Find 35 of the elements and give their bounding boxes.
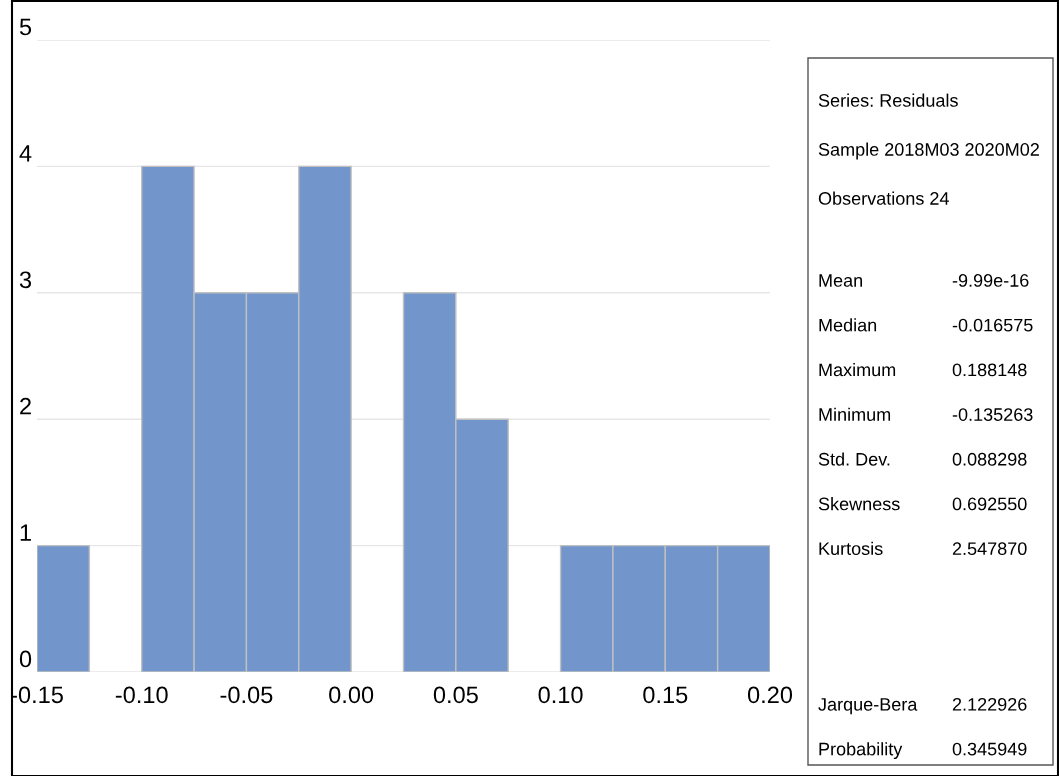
text: Jarque-Bera bbox=[818, 698, 918, 715]
text: -0.135263 bbox=[952, 408, 1033, 421]
text: 0.692550 bbox=[952, 497, 1027, 511]
text: -0.016575 bbox=[952, 318, 1033, 332]
y-tick-label: 3 bbox=[19, 271, 32, 289]
x-tick-label: -0.05 bbox=[220, 686, 273, 704]
text: Sample 2018M03 2020M02 bbox=[818, 142, 1039, 160]
x-tick-label: -0.10 bbox=[115, 686, 168, 704]
x-tick-label: 0.20 bbox=[747, 686, 793, 704]
text: Mean bbox=[819, 274, 862, 287]
text: Skewness bbox=[818, 497, 900, 511]
text: Series: Residuals bbox=[818, 93, 958, 107]
text: 0.088298 bbox=[952, 452, 1027, 466]
y-tick-label: 1 bbox=[20, 524, 31, 541]
text: 0.188148 bbox=[952, 363, 1027, 377]
x-tick-label: 0.05 bbox=[433, 686, 478, 704]
text: Kurtosis bbox=[819, 541, 883, 556]
x-tick-label: -0.15 bbox=[11, 686, 63, 704]
text: Probability bbox=[819, 742, 903, 760]
text: 0.345949 bbox=[952, 742, 1027, 756]
x-tick-label: 0.15 bbox=[643, 686, 688, 704]
y-tick-label: 4 bbox=[19, 145, 32, 162]
text: Minimum bbox=[819, 407, 891, 421]
x-tick-label: 0.10 bbox=[538, 686, 583, 704]
y-tick-label: 2 bbox=[20, 397, 31, 415]
text: Std. Dev. bbox=[818, 452, 890, 466]
text: -9.99e-16 bbox=[952, 274, 1029, 287]
text: Median bbox=[819, 318, 877, 332]
text: Observations 24 bbox=[818, 191, 949, 205]
y-tick-label: 5 bbox=[19, 18, 32, 36]
text: 2.122926 bbox=[952, 697, 1027, 711]
x-tick-label: 0.00 bbox=[329, 686, 374, 704]
text: 2.547870 bbox=[952, 542, 1027, 556]
y-tick-label: 0 bbox=[19, 650, 32, 668]
text: Maximum bbox=[819, 362, 896, 377]
